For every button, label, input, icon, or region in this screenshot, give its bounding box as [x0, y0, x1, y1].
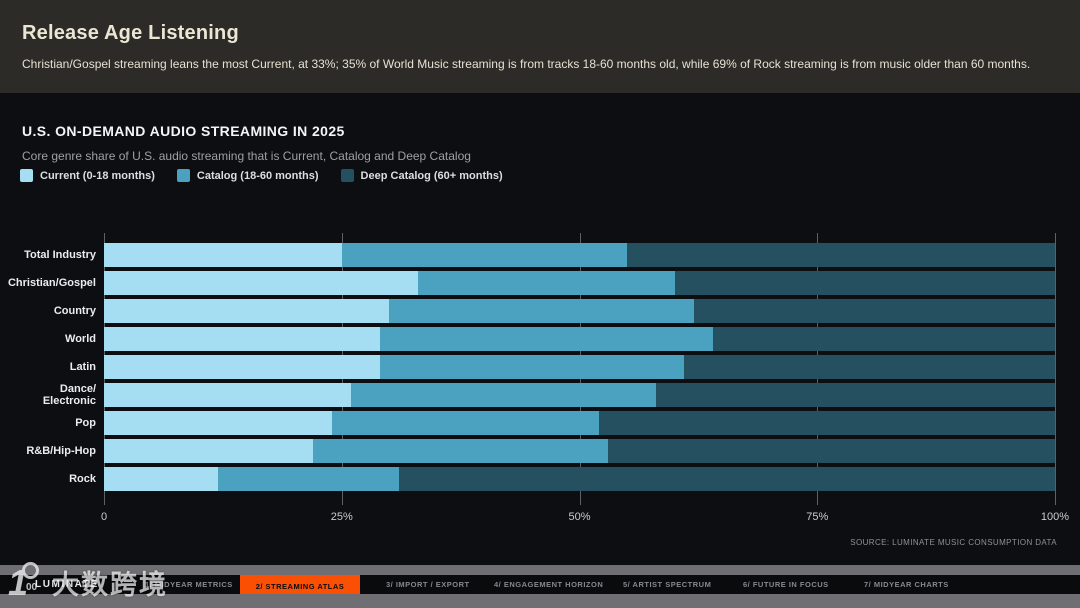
- bar-segment: [341, 243, 628, 267]
- nav-tab-2[interactable]: 2/ STREAMING ATLAS: [240, 575, 360, 597]
- bar-segment: [104, 383, 352, 407]
- legend-swatch-icon: [340, 169, 354, 182]
- bar-segment: [627, 243, 1055, 267]
- bar-segment: [655, 383, 1055, 407]
- bar-segment: [104, 355, 380, 379]
- bar-row-dance-electronic: [104, 383, 1055, 407]
- legend: Current (0-18 months) Catalog (18-60 mont…: [20, 169, 503, 182]
- y-axis-label: Pop: [75, 417, 96, 429]
- nav-tab-7[interactable]: 7/ MIDYEAR CHARTS: [864, 580, 949, 589]
- legend-item-1: Catalog (18-60 months): [176, 169, 319, 182]
- bar-segment: [218, 467, 399, 491]
- x-axis-tick-label: 75%: [806, 511, 829, 523]
- y-axis-label: Latin: [69, 361, 96, 373]
- bar-segment: [104, 439, 314, 463]
- bar-segment: [332, 411, 599, 435]
- legend-label: Current (0-18 months): [40, 169, 155, 182]
- chart-panel: U.S. ON-DEMAND AUDIO STREAMING IN 2025 C…: [0, 93, 1080, 565]
- page-subtitle: Christian/Gospel streaming leans the mos…: [22, 57, 1031, 71]
- bar-segment: [104, 299, 390, 323]
- bar-segment: [104, 243, 342, 267]
- bar-segment: [379, 355, 685, 379]
- bar-segment: [104, 271, 418, 295]
- nav-tab-5[interactable]: 5/ ARTIST SPECTRUM: [623, 580, 712, 589]
- bar-segment: [674, 271, 1055, 295]
- x-axis-tick-label: 50%: [568, 511, 591, 523]
- x-axis-tick-label: 25%: [330, 511, 353, 523]
- bar-row-country: [104, 299, 1055, 323]
- bar-segment: [398, 467, 1055, 491]
- y-axis-label: Country: [53, 305, 96, 317]
- bar-row-latin: [104, 355, 1055, 379]
- legend-swatch-icon: [20, 169, 33, 182]
- chart-title: U.S. ON-DEMAND AUDIO STREAMING IN 2025: [22, 123, 345, 139]
- y-axis-label: Rock: [69, 473, 96, 485]
- bar-segment: [389, 299, 694, 323]
- bar-segment: [684, 355, 1055, 379]
- bar-row-world: [104, 327, 1055, 351]
- source-note: SOURCE: LUMINATE MUSIC CONSUMPTION DATA: [850, 538, 1057, 547]
- bar-row-r-b-hip-hop: [104, 439, 1055, 463]
- bar-segment: [104, 467, 219, 491]
- watermark-text: 大数跨境: [52, 569, 168, 600]
- legend-swatch-icon: [176, 169, 190, 182]
- gridline: [1055, 233, 1056, 505]
- report-header: Release Age Listening Christian/Gospel s…: [0, 0, 1080, 93]
- nav-tab-6[interactable]: 6/ FUTURE IN FOCUS: [743, 580, 829, 589]
- legend-label: Deep Catalog (60+ months): [360, 169, 503, 182]
- y-axis-label: R&B/Hip-Hop: [26, 445, 96, 457]
- nav-tab-3[interactable]: 3/ IMPORT / EXPORT: [386, 580, 470, 589]
- bar-row-total-industry: [104, 243, 1055, 267]
- bar-segment: [417, 271, 675, 295]
- bar-row-rock: [104, 467, 1055, 491]
- bar-segment: [608, 439, 1055, 463]
- bar-segment: [313, 439, 609, 463]
- x-axis-tick-label: 0: [100, 511, 108, 523]
- y-axis-labels: Total Industry Christian/Gospel Country Wor…: [0, 233, 96, 505]
- divider-strip-bottom: [0, 594, 1080, 608]
- bar-segment: [598, 411, 1055, 435]
- y-axis-label: Dance/ Electronic: [42, 383, 96, 407]
- bar-row-pop: [104, 411, 1055, 435]
- bar-segment: [104, 411, 333, 435]
- legend-item-0: Current (0-18 months): [20, 169, 155, 182]
- watermark: 1 00 大数跨境: [6, 560, 168, 604]
- nav-tab-1[interactable]: 1/ MIDYEAR METRICS: [145, 580, 233, 589]
- legend-label: Catalog (18-60 months): [196, 169, 319, 182]
- x-axis-tick-label: 100%: [1040, 511, 1070, 523]
- bar-chart-plot: Total Industry Christian/Gospel Country Wor…: [8, 233, 1069, 523]
- y-axis-label: Total Industry: [24, 249, 96, 261]
- divider-strip-top: [0, 565, 1080, 575]
- y-axis-label: World: [65, 333, 96, 345]
- nav-tab-4[interactable]: 4/ ENGAGEMENT HORIZON: [494, 580, 604, 589]
- bar-segment: [351, 383, 656, 407]
- bar-row-christian-gospel: [104, 271, 1055, 295]
- bar-segment: [104, 327, 380, 351]
- luminate-logo: LUMINATE: [35, 579, 99, 590]
- bar-segment: [712, 327, 1055, 351]
- bar-segment: [379, 327, 713, 351]
- legend-item-2: Deep Catalog (60+ months): [340, 169, 503, 182]
- y-axis-label: Christian/Gospel: [7, 277, 96, 289]
- footer-nav: LUMINATE 1/ MIDYEAR METRICS 2/ STREAMING …: [0, 575, 1080, 597]
- page-title: Release Age Listening: [22, 22, 239, 44]
- bar-segment: [693, 299, 1055, 323]
- chart-subtitle: Core genre share of U.S. audio streaming…: [22, 149, 471, 163]
- watermark-100-icon: 1 00: [8, 562, 39, 603]
